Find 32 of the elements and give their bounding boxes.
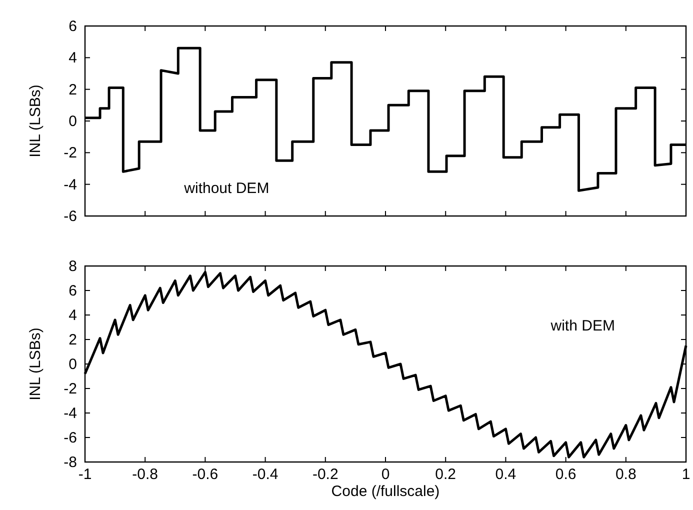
y-tick-label: 4 <box>68 50 77 67</box>
x-axis-title: Code (/fullscale) <box>331 483 440 500</box>
x-tick-label: -1 <box>78 466 92 483</box>
y-axis-title: INL (LSBs) <box>27 84 44 158</box>
x-tick-label: 0.2 <box>435 466 456 483</box>
y-tick-label: -4 <box>64 405 77 422</box>
y-tick-label: 6 <box>68 282 77 300</box>
x-tick-label: 0.6 <box>555 466 576 483</box>
y-tick-label: 6 <box>68 18 77 35</box>
y-tick-label: 8 <box>68 258 77 275</box>
y-tick-label: -2 <box>64 380 77 398</box>
x-tick-label: -0.2 <box>312 466 338 483</box>
y-tick-label: -6 <box>64 208 77 225</box>
x-tick-label: 0 <box>381 466 390 483</box>
y-tick-label: -6 <box>64 430 77 446</box>
y-axis-title: INL (LSBs) <box>27 328 44 400</box>
y-tick-label: -4 <box>64 176 77 194</box>
x-tick-label: -0.6 <box>192 466 218 483</box>
y-tick-label: 0 <box>68 356 77 373</box>
y-tick-label: -2 <box>64 144 77 162</box>
annotation: with DEM <box>550 318 615 335</box>
y-tick-label: 2 <box>68 332 77 348</box>
y-tick-label: 4 <box>68 307 77 324</box>
x-tick-label: 0.4 <box>495 466 516 483</box>
x-tick-label: -0.4 <box>252 466 278 483</box>
annotation: without DEM <box>183 180 270 198</box>
x-tick-label: 1 <box>682 466 690 483</box>
x-tick-label: -0.8 <box>132 466 158 483</box>
y-tick-label: 2 <box>68 81 77 98</box>
y-tick-label: -8 <box>64 454 77 471</box>
y-tick-label: 0 <box>68 113 77 130</box>
x-tick-label: 0.8 <box>615 466 636 483</box>
